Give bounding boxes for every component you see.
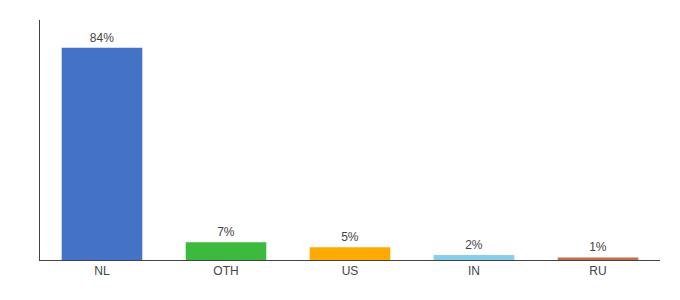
- svg-text:RU: RU: [589, 264, 606, 278]
- svg-text:IN: IN: [468, 264, 480, 278]
- svg-text:US: US: [342, 264, 359, 278]
- svg-text:7%: 7%: [217, 225, 235, 239]
- svg-text:5%: 5%: [341, 230, 359, 244]
- svg-text:2%: 2%: [465, 238, 483, 252]
- svg-text:1%: 1%: [589, 240, 607, 254]
- svg-text:84%: 84%: [90, 31, 114, 45]
- svg-text:NL: NL: [94, 264, 110, 278]
- svg-text:OTH: OTH: [213, 264, 238, 278]
